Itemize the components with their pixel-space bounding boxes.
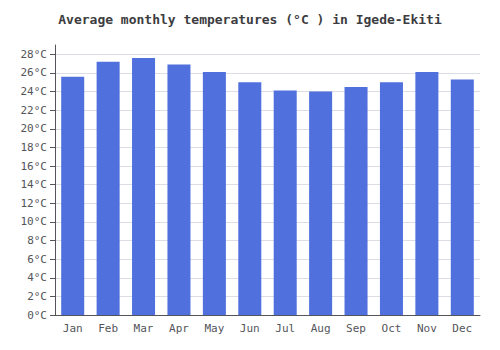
svg-text:26°C: 26°C	[21, 66, 48, 79]
svg-text:2°C: 2°C	[27, 290, 47, 303]
svg-text:Jul: Jul	[275, 322, 295, 335]
svg-text:20°C: 20°C	[21, 122, 48, 135]
svg-text:10°C: 10°C	[21, 215, 48, 228]
svg-text:22°C: 22°C	[21, 104, 48, 117]
svg-text:28°C: 28°C	[21, 48, 48, 61]
svg-text:Oct: Oct	[382, 322, 402, 335]
svg-text:4°C: 4°C	[27, 271, 47, 284]
svg-text:14°C: 14°C	[21, 178, 48, 191]
svg-text:16°C: 16°C	[21, 160, 48, 173]
svg-text:May: May	[204, 322, 224, 335]
svg-text:Feb: Feb	[98, 322, 118, 335]
svg-text:Sep: Sep	[346, 322, 366, 335]
svg-text:Nov: Nov	[417, 322, 437, 335]
svg-text:Apr: Apr	[169, 322, 189, 335]
svg-text:24°C: 24°C	[21, 85, 48, 98]
svg-text:18°C: 18°C	[21, 141, 48, 154]
svg-text:Average monthly temperatures (: Average monthly temperatures (°C ) in Ig…	[58, 12, 442, 27]
svg-text:Jan: Jan	[63, 322, 83, 335]
svg-text:6°C: 6°C	[27, 253, 47, 266]
svg-text:12°C: 12°C	[21, 197, 48, 210]
svg-text:0°C: 0°C	[27, 309, 47, 322]
svg-text:Dec: Dec	[452, 322, 472, 335]
svg-text:Mar: Mar	[134, 322, 154, 335]
svg-text:8°C: 8°C	[27, 234, 47, 247]
svg-text:Jun: Jun	[240, 322, 260, 335]
svg-text:Aug: Aug	[311, 322, 331, 335]
